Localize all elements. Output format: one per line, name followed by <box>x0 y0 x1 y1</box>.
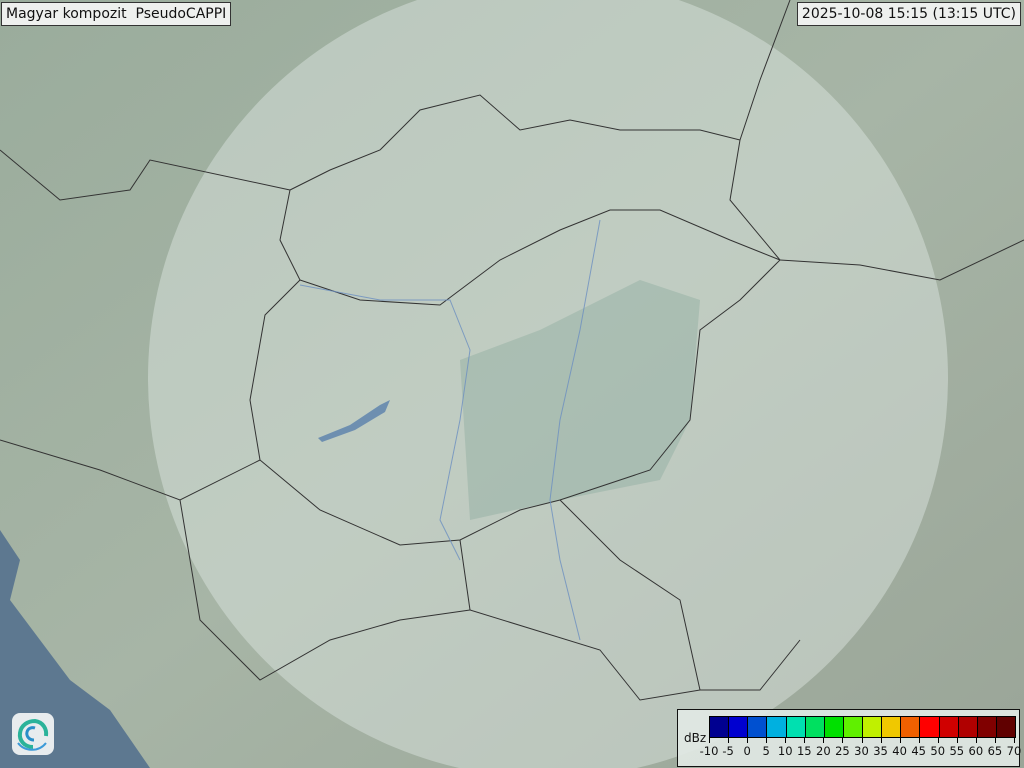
legend-tick <box>766 737 768 743</box>
legend-tick <box>994 737 996 743</box>
legend-tick-label: 70 <box>1006 744 1022 758</box>
legend-tick-label: 50 <box>930 744 946 758</box>
legend-tick-label: 30 <box>854 744 869 758</box>
legend-tick <box>747 737 749 743</box>
rivers <box>299 219 601 641</box>
color-bin <box>748 717 768 737</box>
map-title: Magyar kompozit PseudoCAPPI <box>1 2 232 26</box>
dbz-legend: dBz -10 -5 0 5 10 15 20 25 30 35 40 45 50 55 60 65 70 <box>677 709 1021 767</box>
legend-tick-label: 45 <box>911 744 927 758</box>
legend-unit: dBz <box>684 731 707 745</box>
legend-tick <box>728 737 730 743</box>
color-bin <box>710 717 730 737</box>
legend-tick-label: -5 <box>722 744 734 758</box>
color-bin <box>920 717 940 737</box>
color-bin <box>977 717 997 737</box>
swirl-logo-icon <box>12 713 54 755</box>
color-bin <box>958 717 978 737</box>
adriatic-sea <box>0 530 150 768</box>
legend-tick <box>956 737 958 743</box>
legend-tick-label: 65 <box>987 744 1003 758</box>
color-bin <box>805 717 825 737</box>
legend-tick <box>785 737 787 743</box>
country-borders <box>0 0 1024 701</box>
legend-tick <box>823 737 825 743</box>
legend-tick <box>975 737 977 743</box>
color-bin <box>767 717 787 737</box>
timestamp: 2025-10-08 15:15 (13:15 UTC) <box>796 2 1021 26</box>
color-scale-bar <box>709 716 1016 738</box>
legend-tick <box>861 737 863 743</box>
lake-balaton <box>318 400 390 442</box>
color-bin <box>786 717 806 737</box>
legend-tick <box>918 737 920 743</box>
legend-tick-label: 60 <box>968 744 984 758</box>
legend-tick <box>899 737 901 743</box>
color-bin <box>729 717 749 737</box>
legend-tick-label: -10 <box>699 744 719 758</box>
legend-tick <box>842 737 844 743</box>
legend-tick-label: 15 <box>796 744 812 758</box>
hungary-plain <box>460 280 700 520</box>
legend-tick-label: 25 <box>835 744 850 758</box>
legend-tick <box>880 737 882 743</box>
legend-tick <box>937 737 939 743</box>
color-bin <box>901 717 921 737</box>
legend-tick-label: 10 <box>777 744 793 758</box>
legend-tick-label: 35 <box>873 744 888 758</box>
color-bin <box>996 717 1015 737</box>
legend-tick-label: 40 <box>892 744 907 758</box>
legend-ticks: -10 -5 0 5 10 15 20 25 30 35 40 45 50 55 60 65 70 <box>700 737 1021 761</box>
color-bin <box>939 717 959 737</box>
legend-tick-label: 20 <box>816 744 831 758</box>
legend-tick <box>709 737 710 743</box>
color-bin <box>863 717 883 737</box>
legend-tick-label: 0 <box>743 744 751 758</box>
legend-tick <box>1014 737 1015 743</box>
legend-tick-label: 55 <box>949 744 965 758</box>
color-bin <box>882 717 902 737</box>
legend-tick-label: 5 <box>762 744 770 758</box>
color-bin <box>824 717 844 737</box>
legend-tick <box>804 737 806 743</box>
color-bin <box>843 717 863 737</box>
